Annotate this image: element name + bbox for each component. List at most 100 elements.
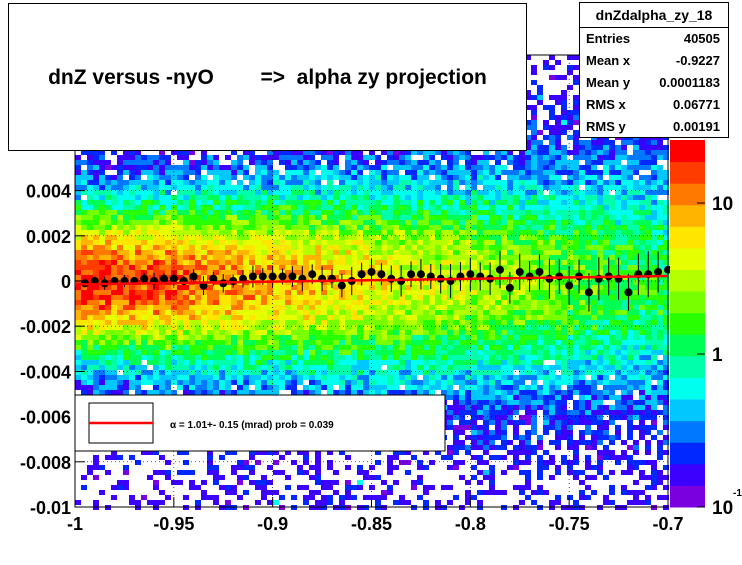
heatmap-cell	[393, 155, 399, 160]
heatmap-cell	[513, 335, 519, 340]
heatmap-cell	[651, 175, 657, 180]
heatmap-cell	[609, 260, 615, 265]
heatmap-cell	[201, 225, 207, 230]
heatmap-cell	[363, 245, 369, 250]
heatmap-cell	[201, 210, 207, 215]
heatmap-cell	[183, 240, 189, 245]
heatmap-cell	[465, 180, 471, 185]
heatmap-cell	[327, 175, 333, 180]
heatmap-cell	[333, 200, 339, 205]
heatmap-cell	[249, 155, 255, 160]
heatmap-cell	[597, 270, 603, 275]
heatmap-cell	[225, 200, 231, 205]
heatmap-cell	[657, 260, 663, 265]
heatmap-cell	[297, 240, 303, 245]
heatmap-cell	[147, 215, 153, 220]
heatmap-cell	[471, 220, 477, 225]
heatmap-cell	[315, 165, 321, 170]
heatmap-cell	[75, 230, 81, 235]
heatmap-cell	[177, 165, 183, 170]
heatmap-cell	[189, 315, 195, 320]
heatmap-cell	[423, 160, 429, 165]
heatmap-cell	[123, 250, 129, 255]
heatmap-cell	[81, 300, 87, 305]
heatmap-cell	[501, 330, 507, 335]
heatmap-cell	[375, 190, 381, 195]
heatmap-cell	[525, 195, 531, 200]
heatmap-cell	[363, 310, 369, 315]
heatmap-cell	[495, 240, 501, 245]
heatmap-cell	[213, 335, 219, 340]
heatmap-cell	[417, 285, 423, 290]
heatmap-cell	[375, 285, 381, 290]
heatmap-cell	[507, 265, 513, 270]
heatmap-cell	[177, 245, 183, 250]
heatmap-cell	[201, 185, 207, 190]
heatmap-cell	[477, 250, 483, 255]
heatmap-cell	[405, 185, 411, 190]
heatmap-cell	[201, 195, 207, 200]
heatmap-cell	[237, 295, 243, 300]
heatmap-cell	[345, 170, 351, 175]
heatmap-cell	[81, 225, 87, 230]
heatmap-cell	[99, 275, 105, 280]
heatmap-cell	[507, 325, 513, 330]
heatmap-cell	[519, 300, 525, 305]
heatmap-cell	[267, 215, 273, 220]
heatmap-cell	[387, 345, 393, 350]
heatmap-cell	[501, 180, 507, 185]
heatmap-cell	[531, 335, 537, 340]
heatmap-cell	[513, 235, 519, 240]
heatmap-cell	[609, 145, 615, 150]
heatmap-cell	[261, 185, 267, 190]
heatmap-cell	[273, 260, 279, 265]
heatmap-cell	[447, 215, 453, 220]
heatmap-cell	[333, 335, 339, 340]
heatmap-cell	[369, 320, 375, 325]
heatmap-cell	[663, 350, 669, 355]
heatmap-cell	[387, 325, 393, 330]
heatmap-cell	[435, 270, 441, 275]
heatmap-cell	[495, 345, 501, 350]
heatmap-cell	[399, 230, 405, 235]
heatmap-cell	[477, 210, 483, 215]
heatmap-cell	[345, 330, 351, 335]
heatmap-cell	[321, 175, 327, 180]
heatmap-cell	[417, 315, 423, 320]
heatmap-cell	[129, 180, 135, 185]
heatmap-cell	[201, 190, 207, 195]
heatmap-cell	[651, 265, 657, 270]
heatmap-cell	[573, 150, 579, 155]
heatmap-cell	[483, 170, 489, 175]
heatmap-cell	[465, 225, 471, 230]
heatmap-cell	[303, 190, 309, 195]
heatmap-cell	[489, 185, 495, 190]
heatmap-cell	[189, 320, 195, 325]
heatmap-cell	[141, 160, 147, 165]
heatmap-cell	[189, 240, 195, 245]
heatmap-cell	[399, 240, 405, 245]
heatmap-cell	[549, 205, 555, 210]
heatmap-cell	[111, 260, 117, 265]
heatmap-cell	[471, 295, 477, 300]
heatmap-cell	[165, 330, 171, 335]
heatmap-cell	[315, 335, 321, 340]
heatmap-cell	[159, 245, 165, 250]
heatmap-cell	[621, 245, 627, 250]
heatmap-cell	[93, 175, 99, 180]
heatmap-cell	[315, 250, 321, 255]
heatmap-cell	[87, 185, 93, 190]
heatmap-cell	[567, 335, 573, 340]
heatmap-cell	[297, 315, 303, 320]
heatmap-cell	[201, 200, 207, 205]
heatmap-cell	[567, 135, 573, 140]
heatmap-cell	[567, 355, 573, 360]
heatmap-cell	[159, 325, 165, 330]
heatmap-cell	[195, 325, 201, 330]
heatmap-cell	[531, 105, 537, 110]
heatmap-cell	[123, 325, 129, 330]
heatmap-cell	[537, 355, 543, 360]
heatmap-cell	[153, 325, 159, 330]
heatmap-cell	[525, 305, 531, 310]
heatmap-cell	[501, 230, 507, 235]
